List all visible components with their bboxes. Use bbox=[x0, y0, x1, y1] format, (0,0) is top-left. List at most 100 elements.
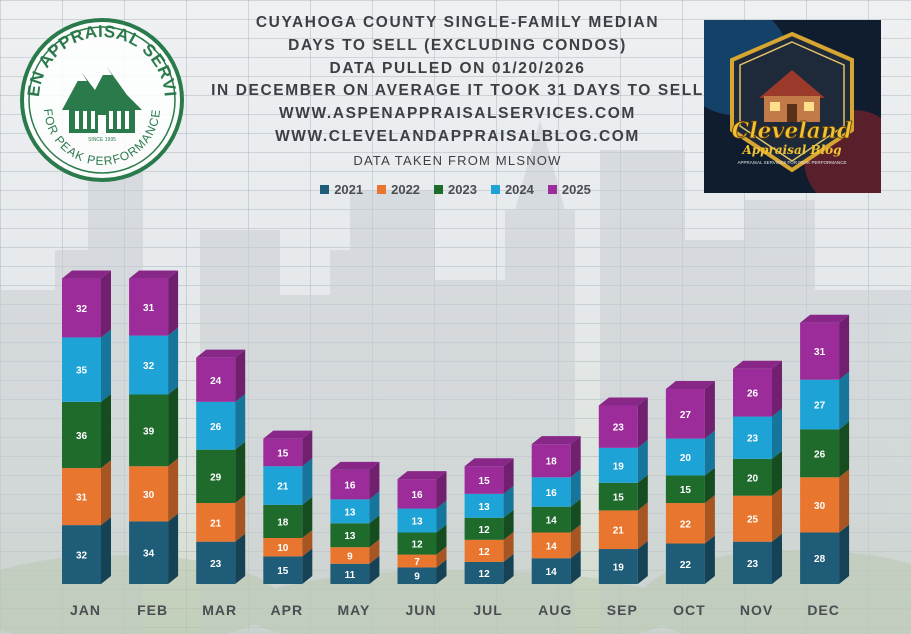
bar-side-jul-2024 bbox=[503, 485, 514, 518]
bar-segment-mar-2023 bbox=[196, 449, 236, 504]
legend-item-2023: 2023 bbox=[434, 182, 477, 197]
bar-side-apr-2021 bbox=[302, 548, 313, 584]
bar-side-jun-2025 bbox=[436, 471, 447, 509]
title-line-1: CUYAHOGA COUNTY SINGLE-FAMILY MEDIAN bbox=[255, 14, 660, 31]
bar-side-may-2025 bbox=[369, 461, 380, 500]
data-label-feb-2024: 32 bbox=[143, 361, 155, 372]
data-label-feb-2021: 34 bbox=[143, 549, 155, 560]
data-label-may-2025: 16 bbox=[344, 481, 356, 492]
bar-side-nov-2025 bbox=[772, 360, 782, 417]
data-label-jun-2021: 9 bbox=[414, 572, 420, 583]
data-label-jan-2023: 36 bbox=[76, 431, 88, 442]
bar-stack-may: 11 9 13 13 16 bbox=[330, 461, 380, 584]
data-label-oct-2021: 22 bbox=[680, 560, 692, 571]
bar-segment-jul-2023 bbox=[464, 517, 504, 540]
bar-side-aug-2023 bbox=[570, 498, 581, 533]
bar-stack-aug: 14 14 14 16 18 bbox=[531, 436, 581, 584]
bar-side-apr-2022 bbox=[302, 530, 313, 557]
data-label-aug-2025: 18 bbox=[546, 457, 558, 468]
legend-item-2022: 2022 bbox=[377, 182, 420, 197]
bar-segment-aug-2023 bbox=[531, 506, 571, 533]
data-label-dec-2025: 31 bbox=[814, 347, 826, 358]
data-label-jul-2022: 12 bbox=[479, 547, 491, 558]
bar-segment-sep-2023 bbox=[598, 482, 638, 511]
legend-swatch bbox=[320, 185, 330, 194]
legend-swatch bbox=[490, 185, 500, 194]
data-label-jan-2024: 35 bbox=[76, 366, 88, 377]
legend-item-2024: 2024 bbox=[490, 182, 534, 197]
bar-segment-may-2025 bbox=[330, 469, 370, 500]
data-label-apr-2021: 15 bbox=[277, 566, 289, 577]
bar-segment-jan-2022 bbox=[62, 468, 101, 526]
bar-side-may-2022 bbox=[369, 539, 380, 564]
bar-segment-feb-2023 bbox=[129, 394, 169, 467]
bar-segment-apr-2024 bbox=[263, 466, 303, 505]
bar-segment-aug-2022 bbox=[531, 532, 571, 559]
data-label-may-2023: 13 bbox=[344, 531, 356, 542]
data-label-feb-2022: 30 bbox=[143, 490, 155, 501]
bar-side-sep-2022 bbox=[637, 502, 648, 550]
bar-side-sep-2023 bbox=[637, 474, 648, 511]
website-line-2: WWW.CLEVELANDAPPRAISALBLOG.COM bbox=[275, 127, 640, 145]
data-label-jun-2025: 16 bbox=[411, 490, 423, 501]
bar-segment-jan-2025 bbox=[62, 278, 101, 338]
bar-side-jul-2022 bbox=[503, 531, 514, 562]
data-label-nov-2024: 23 bbox=[747, 434, 759, 445]
bar-stack-sep: 19 21 15 19 23 bbox=[598, 397, 648, 584]
bar-segment-nov-2021 bbox=[733, 541, 772, 584]
cleveland-appraisal-blog-logo: Cleveland Appraisal Blog APPRAISAL SERVI… bbox=[704, 20, 881, 193]
bar-segment-jun-2021 bbox=[397, 567, 437, 584]
data-label-aug-2023: 14 bbox=[546, 516, 558, 527]
x-tick-label-oct: OCT bbox=[673, 602, 706, 618]
x-tick-label-feb: FEB bbox=[137, 602, 168, 618]
data-label-aug-2022: 14 bbox=[546, 541, 558, 552]
bar-side-dec-2025 bbox=[839, 314, 850, 380]
legend-label: 2022 bbox=[391, 182, 421, 197]
data-label-mar-2025: 24 bbox=[210, 376, 222, 387]
chart-title-block: CUYAHOGA COUNTY SINGLE-FAMILY MEDIAN DAY… bbox=[200, 12, 715, 171]
data-label-oct-2024: 20 bbox=[680, 453, 692, 464]
svg-text:APPRAISAL SERVICES FOR PEAK PE: APPRAISAL SERVICES FOR PEAK PERFORMANCE bbox=[737, 160, 846, 165]
bar-stack-jun: 9 7 12 13 16 bbox=[397, 471, 447, 584]
bar-side-jun-2024 bbox=[436, 500, 447, 533]
legend-label: 2023 bbox=[448, 182, 477, 197]
bar-side-apr-2023 bbox=[302, 496, 313, 538]
x-tick-label-jun: JUN bbox=[405, 602, 436, 618]
bar-side-sep-2024 bbox=[637, 439, 648, 483]
bar-side-feb-2022 bbox=[168, 458, 179, 522]
bar-segment-aug-2021 bbox=[531, 558, 571, 584]
x-tick-label-apr: APR bbox=[271, 602, 304, 618]
bar-segment-mar-2025 bbox=[196, 357, 236, 402]
data-label-jun-2024: 13 bbox=[411, 517, 423, 528]
data-label-mar-2024: 26 bbox=[210, 422, 222, 433]
bar-top-apr bbox=[263, 430, 313, 439]
bar-side-nov-2024 bbox=[772, 408, 782, 459]
bar-segment-oct-2021 bbox=[665, 543, 705, 584]
legend-item-2025: 2025 bbox=[547, 182, 591, 197]
bar-side-may-2024 bbox=[369, 491, 380, 524]
data-label-oct-2023: 15 bbox=[680, 485, 692, 496]
bar-side-oct-2025 bbox=[704, 380, 715, 439]
bar-side-apr-2024 bbox=[302, 458, 313, 505]
bar-side-aug-2025 bbox=[570, 436, 581, 478]
data-label-mar-2022: 21 bbox=[210, 518, 222, 529]
data-label-jul-2021: 12 bbox=[479, 569, 491, 580]
bar-segment-feb-2024 bbox=[129, 335, 169, 395]
data-label-feb-2023: 39 bbox=[143, 426, 155, 437]
bar-segment-oct-2023 bbox=[665, 475, 705, 504]
bar-stack-feb: 34 30 39 32 31 bbox=[129, 270, 179, 584]
bar-segment-sep-2021 bbox=[598, 549, 638, 584]
bar-side-jan-2023 bbox=[101, 393, 111, 469]
bar-top-jun bbox=[397, 471, 447, 480]
website-line-1: WWW.ASPENAPPRAISALSERVICES.COM bbox=[279, 105, 636, 123]
bar-segment-dec-2021 bbox=[800, 532, 840, 584]
bar-side-dec-2024 bbox=[839, 371, 850, 430]
data-label-may-2021: 11 bbox=[345, 570, 356, 581]
bar-segment-oct-2022 bbox=[665, 503, 705, 544]
bar-side-sep-2021 bbox=[637, 541, 648, 584]
bar-side-mar-2025 bbox=[235, 349, 246, 402]
data-label-aug-2021: 14 bbox=[546, 567, 558, 578]
bar-segment-feb-2021 bbox=[129, 521, 169, 584]
bar-side-nov-2023 bbox=[772, 450, 782, 496]
